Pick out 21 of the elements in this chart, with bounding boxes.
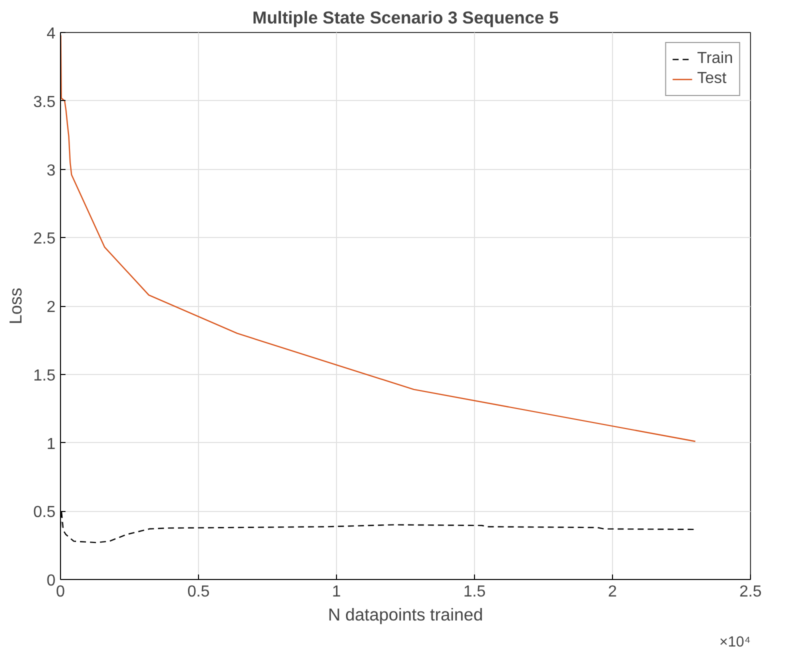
text: ×10⁴ [719, 634, 751, 650]
chart-title: Multiple State Scenario 3 Sequence 5 [252, 8, 559, 28]
y-tick-label: 3 [46, 162, 56, 180]
y-tick-label: 3.5 [33, 94, 56, 111]
y-tick-label: 1 [46, 436, 56, 453]
y-tick-label: 2.5 [33, 230, 56, 248]
x-tick-label: 2.5 [739, 584, 762, 600]
x-tick-label: 0.5 [187, 584, 210, 600]
x-tick-label: 2 [608, 584, 618, 600]
y-tick-label: 1.5 [33, 367, 56, 384]
y-tick-label: 2 [46, 299, 56, 316]
y-tick-label: 0 [46, 572, 56, 590]
legend-label: Train [697, 50, 733, 68]
y-axis-title: Loss [5, 287, 26, 324]
y-tick-label: 0.5 [33, 504, 56, 522]
x-tick-label: 1 [332, 584, 342, 600]
y-tick-label: 4 [46, 26, 56, 42]
legend-label: Test [697, 70, 726, 88]
x-tick-label: 1.5 [463, 584, 486, 600]
line-series [60, 34, 696, 442]
x-axis-title: N datapoints trained [328, 604, 484, 624]
